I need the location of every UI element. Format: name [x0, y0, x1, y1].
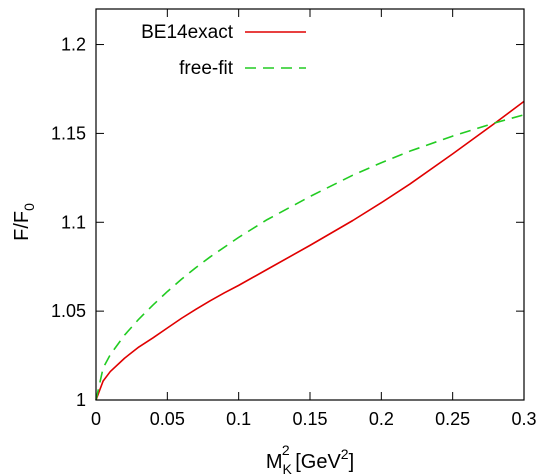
plot-frame — [95, 8, 525, 401]
series-line-be14exact — [95, 100, 525, 401]
y-axis-label: F/F0 — [11, 203, 37, 241]
x-axis-label: MK2 [GeV2] — [266, 442, 354, 476]
x-tick-label: 0.2 — [369, 409, 394, 429]
x-axis-label-sub: K — [283, 461, 293, 476]
x-tick-label: 0.3 — [511, 409, 536, 429]
legend-label-free-fit: free-fit — [179, 58, 234, 79]
y-tick-label: 1 — [76, 390, 86, 410]
x-tick-label: 0.15 — [292, 409, 327, 429]
x-tick-label: 0.05 — [150, 409, 185, 429]
x-tick-label: 0 — [91, 409, 101, 429]
y-tick-label: 1.05 — [51, 301, 86, 321]
legend-label-be14exact: BE14exact — [141, 22, 234, 43]
plot-series — [95, 100, 525, 401]
x-tick-label: 0.1 — [226, 409, 251, 429]
axis-ticks: 0 0.05 0.1 0.15 0.2 0.25 0.3 1 1.05 1.1 1.15 1.2 — [51, 9, 537, 429]
y-tick-label: 1.1 — [61, 212, 86, 232]
series-line-free-fit — [95, 113, 525, 401]
legend: BE14exact free-fit — [141, 22, 306, 79]
x-tick-label: 0.25 — [435, 409, 470, 429]
y-tick-label: 1.2 — [61, 35, 86, 55]
y-tick-label: 1.15 — [51, 123, 86, 143]
